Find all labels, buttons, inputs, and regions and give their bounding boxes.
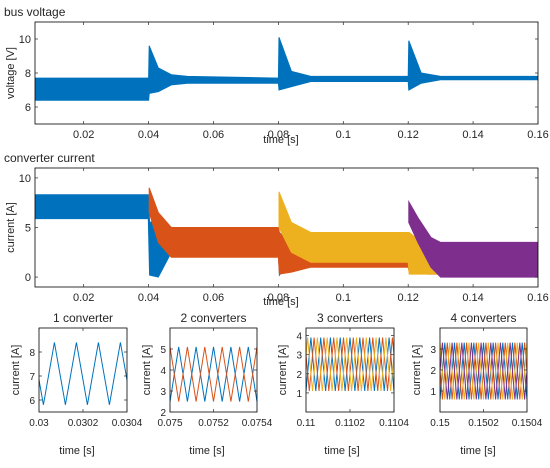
- bus-xtick-label: 0.14: [462, 129, 483, 141]
- conv-xtick-label: 0.1: [336, 292, 351, 304]
- z3-ytick-label: 1: [296, 389, 302, 400]
- z1-ylabel: current [A]: [10, 345, 22, 396]
- bus-ytick-label: 6: [25, 102, 31, 114]
- bus-ytick-label: 8: [25, 68, 31, 80]
- z1-ytick-label: 8: [29, 348, 35, 359]
- z4-series-4: [440, 342, 527, 400]
- bus-series-1: [35, 37, 538, 101]
- z2-series-2: [170, 346, 257, 402]
- z3-title: 3 converters: [317, 311, 383, 325]
- conv-xtick-label: 0.04: [138, 292, 159, 304]
- z3-data: [306, 337, 394, 392]
- conv-ytick-label: 0: [25, 272, 31, 284]
- z2-xtick-label: 0.075: [157, 418, 182, 429]
- z4-chart: 0.15 0.1502 0.1504 1 2 3 4 converters time [s] c…: [411, 311, 543, 457]
- z1-title: 1 converter: [53, 311, 113, 325]
- z2-ylabel: current [A]: [141, 345, 153, 396]
- z4-xtick-label: 0.15: [430, 418, 450, 429]
- z4-title: 4 converters: [450, 311, 516, 325]
- bus-xtick-label: 0.12: [397, 129, 418, 141]
- z1-xtick-label: 0.03: [29, 418, 49, 429]
- z4-xlabel: time [s]: [460, 445, 495, 457]
- conv-ylabel: current [A]: [5, 202, 17, 253]
- z1-chart: 0.03 0.0302 0.0304 6 7 8 1 converter time [s] cu…: [10, 311, 143, 457]
- z4-ytick-label: 3: [430, 345, 436, 356]
- z2-ytick-label: 5: [160, 345, 166, 356]
- conv-ytick-label: 10: [19, 173, 31, 185]
- conv-series-4: [408, 199, 538, 278]
- bus-xtick-label: 0.08: [268, 129, 289, 141]
- conv-data: [35, 187, 538, 278]
- z1-xlabel: time [s]: [59, 445, 94, 457]
- z2-xtick-label: 0.0752: [198, 418, 229, 429]
- z2-ytick-label: 4: [160, 366, 166, 377]
- z3-ylabel: current [A]: [277, 345, 289, 396]
- z3-series-3: [306, 337, 394, 392]
- z4-ytick-label: 1: [430, 387, 436, 398]
- z4-ytick-label: 2: [430, 366, 436, 377]
- z1-ytick-label: 6: [29, 396, 35, 407]
- z4-xtick-label: 0.1502: [468, 418, 499, 429]
- z3-series-1: [306, 337, 394, 392]
- conv-xtick-label: 0.14: [462, 292, 483, 304]
- z1-ytick-label: 7: [29, 372, 35, 383]
- z2-chart: 0.075 0.0752 0.0754 2 3 4 5 2 converters time [s…: [141, 311, 273, 457]
- z1-xtick-label: 0.0304: [112, 418, 143, 429]
- z3-xlabel: time [s]: [324, 445, 359, 457]
- z2-xtick-label: 0.0754: [242, 418, 273, 429]
- z4-series-3: [440, 342, 527, 400]
- conv-xtick-label: 0.12: [397, 292, 418, 304]
- bus-title: bus voltage: [4, 5, 66, 19]
- bus-ylabel: voltage [V]: [5, 47, 17, 99]
- conv-xtick-label: 0.08: [268, 292, 289, 304]
- z2-ytick-label: 3: [160, 387, 166, 398]
- bus-xtick-label: 0.1: [336, 129, 351, 141]
- conv-title: converter current: [4, 151, 95, 165]
- conv-chart: 0.02 0.04 0.06 0.08 0.1 0.12 0.14 0.16 0 5 10 conve…: [4, 151, 549, 308]
- z1-plot-area: [39, 328, 127, 412]
- bus-ytick-label: 10: [19, 34, 31, 46]
- conv-ytick-label: 5: [25, 223, 31, 235]
- z2-ytick-label: 2: [160, 408, 166, 419]
- z4-xtick-label: 0.1504: [512, 418, 543, 429]
- z1-xtick-label: 0.0302: [68, 418, 99, 429]
- z3-chart: 0.11 0.1102 0.1104 1 2 3 4 3 converters time [s]…: [277, 311, 409, 457]
- z3-xtick-label: 0.1104: [379, 418, 409, 429]
- bus-xtick-label: 0.02: [73, 129, 94, 141]
- z3-series-2: [306, 337, 394, 392]
- z2-xlabel: time [s]: [189, 445, 224, 457]
- bus-xtick-label: 0.06: [203, 129, 224, 141]
- z1-series-1: [39, 342, 127, 405]
- bus-data: [35, 37, 538, 101]
- z3-xtick-label: 0.11: [297, 418, 316, 429]
- z2-data: [170, 346, 257, 402]
- z1-data: [39, 342, 127, 405]
- bus-xtick-label: 0.04: [138, 129, 159, 141]
- z2-plot-area: [170, 328, 257, 412]
- z2-title: 2 converters: [180, 311, 246, 325]
- conv-xtick-label: 0.16: [527, 292, 548, 304]
- z3-ytick-label: 3: [296, 351, 302, 362]
- z3-xtick-label: 0.1102: [335, 418, 365, 429]
- z3-ytick-label: 4: [296, 332, 302, 343]
- conv-xtick-label: 0.06: [203, 292, 224, 304]
- bus-xtick-label: 0.16: [527, 129, 548, 141]
- bus-chart: 0.02 0.04 0.06 0.08 0.1 0.12 0.14 0.16 6 8 10 bus v…: [4, 5, 549, 146]
- bus-xlabel: time [s]: [263, 134, 298, 146]
- z3-ytick-label: 2: [296, 370, 302, 381]
- z4-ylabel: current [A]: [411, 345, 423, 396]
- z4-data: [440, 342, 527, 400]
- conv-xtick-label: 0.02: [73, 292, 94, 304]
- conv-xlabel: time [s]: [263, 296, 298, 308]
